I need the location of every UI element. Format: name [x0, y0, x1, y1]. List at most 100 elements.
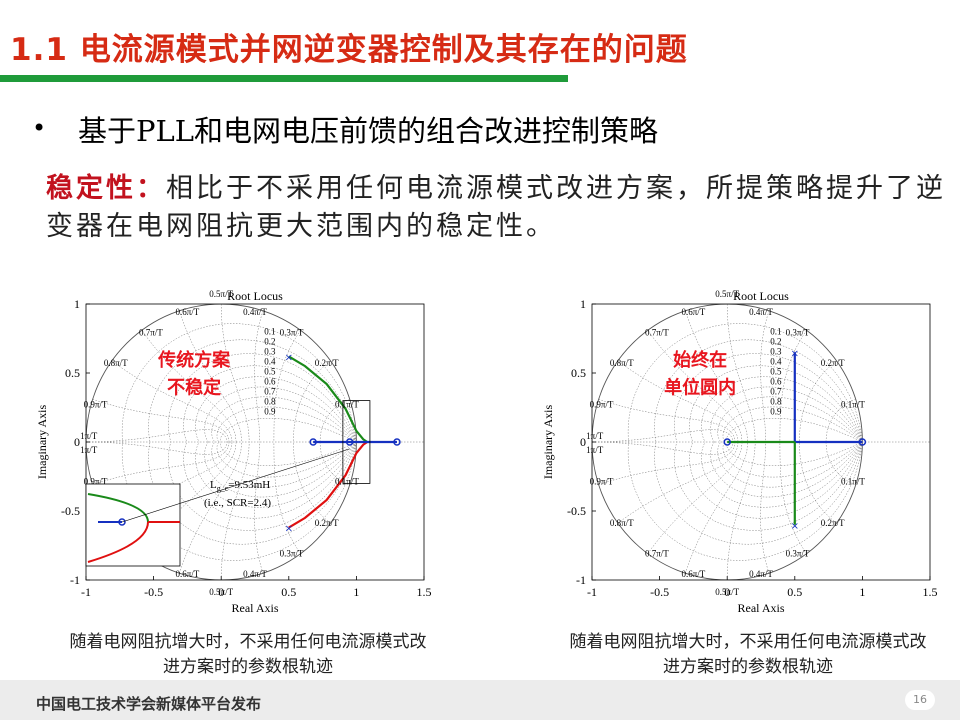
stability-label: 稳定性： [46, 173, 166, 204]
zeta-curve [148, 441, 357, 545]
wn-label: 0.4π/T [749, 569, 773, 579]
y-axis-label: Imaginary Axis [35, 405, 49, 480]
zeta-curve [195, 441, 357, 508]
overlay-line1: 传统方案 [157, 349, 231, 371]
wn-label: 1π/T [80, 445, 98, 455]
bullet-icon: • [32, 114, 47, 142]
zeta-label: 0.5 [770, 366, 782, 376]
wn-label: 0.2π/T [821, 518, 845, 528]
zeta-curve [701, 441, 863, 508]
title-underline [0, 75, 568, 82]
wn-curve [760, 310, 770, 443]
caption-right-line1: 随着电网阻抗增大时，不采用任何电流源模式改 [569, 632, 927, 652]
wn-curve [685, 441, 748, 574]
zeta-curve [654, 339, 863, 443]
zeta-curve [726, 441, 863, 466]
wn-label: 0.2π/T [315, 358, 339, 368]
wn-label: 0.6π/T [176, 569, 200, 579]
wn-curve [179, 441, 242, 574]
wn-curve [825, 441, 856, 485]
zeta-curve [204, 441, 357, 498]
wn-label: 0.9π/T [590, 400, 614, 410]
zero-marker [345, 438, 354, 446]
x-tick-label: 0.5 [281, 585, 296, 599]
wn-curve [598, 441, 736, 485]
zeta-label: 0.2 [264, 336, 275, 346]
annotation-inductance: Lg_c=9.53mH [210, 479, 270, 493]
z-grid [592, 304, 930, 580]
caption-right: 随着电网阻抗增大时，不采用任何电流源模式改 进方案时的参数根轨迹 [538, 630, 958, 680]
z-grid [86, 304, 424, 580]
wn-curve [647, 441, 743, 554]
zeta-curve [674, 353, 863, 443]
wn-curve [111, 441, 233, 524]
pole-marker: × [791, 521, 799, 532]
root-locus-plot-conventional: 0.5π/T 0.5π/T 0.6π/T 0.6π/T 0.4π/T 0.4π/T 0.7π… [28, 282, 448, 622]
x-tick-label: -0.5 [144, 585, 163, 599]
zoom-box [342, 400, 371, 484]
series-line [288, 441, 368, 529]
zeta-curve [216, 441, 357, 478]
y-tick-label: 0.5 [571, 366, 586, 380]
series-line [288, 355, 368, 443]
overlay-line2: 单位圆内 [664, 377, 736, 399]
x-tick-label: -1 [587, 585, 597, 599]
zeta-label: 0.8 [770, 396, 782, 406]
wn-label: 0.3π/T [786, 328, 810, 338]
zeta-curve [627, 323, 863, 443]
wn-label: 0.4π/T [243, 569, 267, 579]
stability-paragraph: 稳定性：相比于不采用任何电流源模式改进方案，所提策略提升了逆变器在电网阻抗更大范… [46, 170, 951, 246]
zero-marker [393, 438, 401, 446]
wn-curve [647, 330, 743, 443]
footer-text: 中国电工技术学会新媒体平台发布 [36, 695, 262, 713]
y-tick-label: 1 [580, 297, 586, 311]
wn-label: 0.1π/T [841, 477, 865, 487]
wn-label: 0.7π/T [645, 328, 669, 338]
inset-red [87, 521, 149, 563]
x-tick-label: 1.5 [417, 585, 432, 599]
wn-curve [86, 441, 228, 455]
zeta-curve [674, 441, 863, 531]
zeta-curve [148, 339, 357, 443]
x-tick-label: 1 [353, 585, 359, 599]
zeta-curve [710, 386, 863, 443]
wn-label: 0.9π/T [590, 477, 614, 487]
overlay-line1: 始终在 [673, 349, 727, 371]
x-axis-label: Real Axis [232, 601, 279, 615]
pole-marker: × [285, 352, 293, 363]
zeta-curve [204, 386, 357, 443]
x-tick-label: -1 [81, 585, 91, 599]
footer-bar [0, 680, 960, 720]
wn-curve [592, 441, 734, 455]
wn-curve [760, 441, 770, 574]
pole-marker: × [791, 348, 799, 359]
wn-curve [685, 310, 748, 443]
zeta-curve [654, 441, 863, 545]
wn-curve [617, 360, 739, 443]
zero-marker [858, 438, 867, 446]
wn-label: 0.4π/T [243, 307, 267, 317]
wn-label: 0.2π/T [821, 358, 845, 368]
root-locus-chart-right: 0.5π/T 0.5π/T 0.6π/T 0.6π/T 0.4π/T 0.4π/T 0.7π… [541, 289, 938, 615]
bullet-heading: 基于PLL和电网电压前馈的组合改进控制策略 [78, 114, 659, 148]
zeta-label: 0.4 [264, 356, 276, 366]
root-locus-plot-proposed: 0.5π/T 0.5π/T 0.6π/T 0.6π/T 0.4π/T 0.4π/T 0.7π… [534, 282, 954, 622]
x-axis-label: Real Axis [738, 601, 785, 615]
wn-label: 0.8π/T [104, 358, 128, 368]
wn-label: 0.5π/T [715, 289, 739, 299]
root-locus-chart-left: 0.5π/T 0.5π/T 0.6π/T 0.6π/T 0.4π/T 0.4π/T 0.7π… [35, 289, 432, 615]
wn-curve [141, 330, 237, 443]
wn-label: 0.5π/T [209, 289, 233, 299]
wn-label: 1π/T [586, 445, 604, 455]
y-tick-label: -1 [70, 573, 80, 587]
chart-title: Root Locus [227, 289, 283, 303]
zeta-curve [627, 441, 863, 561]
x-tick-label: 0.5 [787, 585, 802, 599]
zeta-curve [121, 323, 357, 443]
wn-curve [92, 399, 230, 443]
x-tick-label: 0 [724, 585, 730, 599]
caption-left-line1: 随着电网阻抗增大时，不采用任何电流源模式改 [69, 632, 427, 652]
wn-curve [825, 399, 856, 443]
zeta-curve [722, 441, 863, 478]
inset-connector [121, 448, 350, 523]
